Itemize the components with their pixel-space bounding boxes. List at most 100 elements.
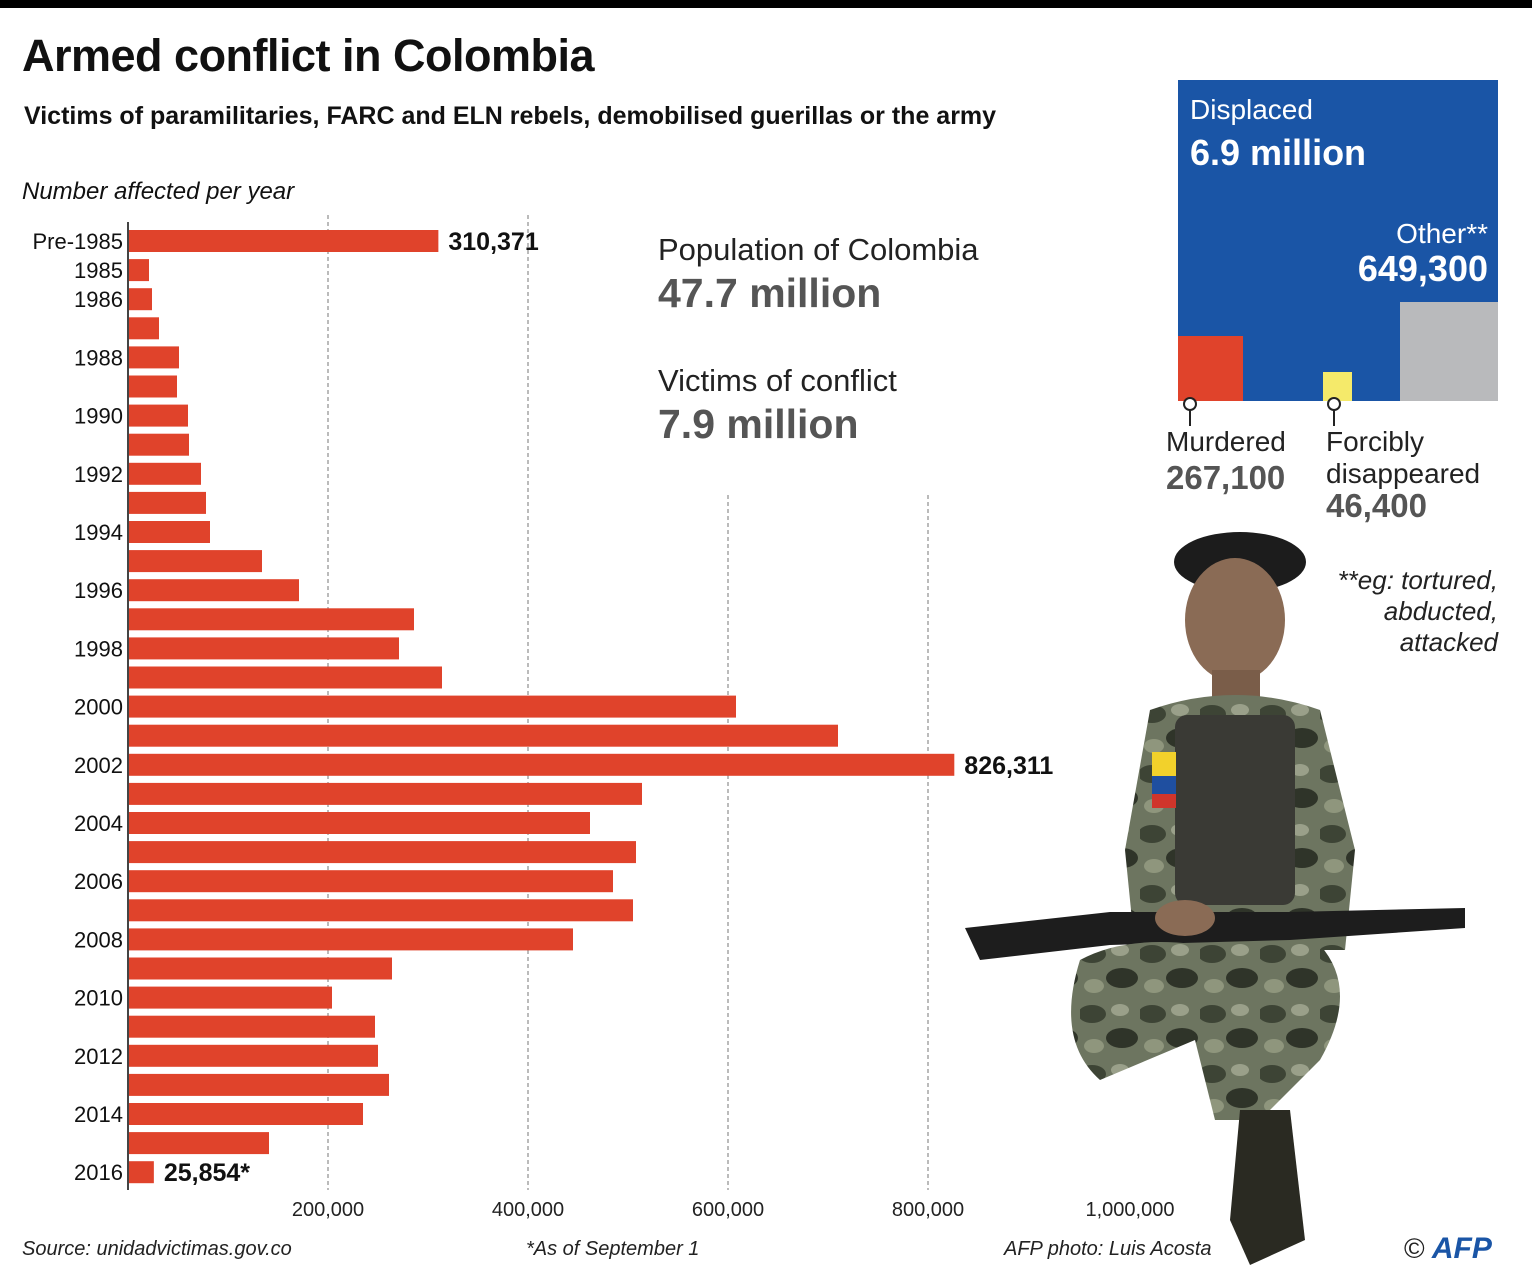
copyright-symbol: ©: [1404, 1233, 1425, 1264]
displaced-label: Displaced: [1190, 94, 1313, 125]
y-tick-label: 2016: [74, 1160, 123, 1185]
y-tick-label: 1990: [74, 404, 123, 429]
victims-value: 7.9 million: [658, 401, 859, 447]
disappeared-label-2: disappeared: [1326, 458, 1481, 489]
y-tick-label: 1998: [74, 636, 123, 661]
bar: [128, 579, 299, 602]
bar: [128, 608, 414, 631]
y-tick-label: 1996: [74, 578, 123, 603]
bar: [128, 1161, 154, 1184]
bar: [128, 986, 332, 1009]
bar: [128, 637, 399, 660]
x-tick-label: 1,000,000: [1086, 1199, 1175, 1221]
x-tick-label: 800,000: [892, 1199, 964, 1221]
bar: [128, 375, 177, 398]
source-text: Source: unidadvictimas.gov.co: [22, 1238, 292, 1260]
bar: [128, 259, 149, 282]
disappeared-value: 46,400: [1326, 487, 1427, 524]
y-tick-label: 2006: [74, 869, 123, 894]
displaced-value: 6.9 million: [1190, 132, 1367, 173]
footnote-line-2: abducted,: [1383, 596, 1498, 626]
page-subtitle: Victims of paramilitaries, FARC and ELN …: [24, 102, 997, 130]
bar: [128, 782, 642, 805]
bar: [128, 724, 838, 747]
photo-credit: AFP photo: Luis Acosta: [1004, 1238, 1212, 1260]
y-tick-label: 1994: [74, 520, 123, 545]
victims-block: Victims of conflict 7.9 million: [658, 363, 897, 448]
y-tick-label: 1992: [74, 462, 123, 487]
bar: [128, 230, 439, 252]
murdered-callout: Murdered 267,100: [1166, 426, 1286, 494]
disappeared-block: [1323, 372, 1352, 401]
x-tick-label: 200,000: [292, 1199, 364, 1221]
y-tick-label: Pre-1985: [32, 229, 123, 254]
murdered-value: 267,100: [1166, 459, 1286, 496]
y-tick-label: 2002: [74, 753, 123, 778]
bar: [128, 695, 736, 718]
victims-label: Victims of conflict: [658, 363, 897, 398]
disappeared-callout: Forcibly disappeared 46,400: [1326, 426, 1480, 522]
y-tick-label: 1985: [74, 258, 123, 283]
bar: [128, 870, 613, 893]
bar: [128, 433, 189, 456]
callout-pointers: [1183, 397, 1341, 426]
y-tick-label: 2000: [74, 695, 123, 720]
x-tick-label: 400,000: [492, 1199, 564, 1221]
page-title: Armed conflict in Colombia: [22, 30, 595, 81]
other-value: 649,300: [1357, 248, 1488, 289]
bar: [128, 1015, 375, 1038]
bar: [128, 550, 262, 573]
y-tick-label: 2012: [74, 1044, 123, 1069]
bar: [128, 957, 392, 980]
as-of-note: *As of September 1: [526, 1238, 700, 1260]
disappeared-pointer-icon: [1327, 397, 1341, 411]
bar: [128, 317, 159, 340]
bar: [128, 491, 206, 514]
data-label: 25,854*: [164, 1159, 250, 1187]
y-tick-label: 2008: [74, 927, 123, 952]
soldier-photo: [965, 532, 1465, 1265]
bar: [128, 812, 590, 834]
y-tick-label: 2004: [74, 811, 123, 836]
y-tick-label: 2010: [74, 986, 123, 1011]
population-block: Population of Colombia 47.7 million: [658, 232, 979, 317]
x-tick-label: 600,000: [692, 1199, 764, 1221]
bar: [128, 753, 955, 776]
bar: [128, 521, 210, 543]
afp-logo: © AFP: [1404, 1232, 1492, 1266]
murdered-pointer-icon: [1183, 397, 1197, 411]
murdered-block: [1178, 336, 1243, 401]
other-footnote: **eg: tortured, abducted, attacked: [1290, 565, 1498, 658]
murdered-label: Murdered: [1166, 426, 1286, 457]
chart-axis-note: Number affected per year: [22, 178, 295, 205]
bar: [128, 1044, 378, 1067]
bar: [128, 1103, 363, 1125]
bar: [128, 346, 179, 369]
data-label: 310,371: [448, 228, 538, 256]
footnote-line-1: **eg: tortured,: [1337, 565, 1498, 595]
top-rule: [0, 0, 1532, 8]
bar: [128, 928, 573, 951]
other-block: [1400, 302, 1498, 401]
disappeared-label-1: Forcibly: [1326, 426, 1425, 457]
bar: [128, 1132, 269, 1155]
afp-logo-text: AFP: [1431, 1232, 1492, 1265]
y-tick-label: 2014: [74, 1102, 123, 1127]
y-tick-label: 1988: [74, 345, 123, 370]
population-label: Population of Colombia: [658, 232, 979, 267]
y-tick-label: 1986: [74, 287, 123, 312]
bar: [128, 1073, 389, 1096]
population-value: 47.7 million: [658, 270, 882, 316]
data-label: 826,311: [964, 752, 1053, 780]
victim-breakdown-treemap: Displaced 6.9 million Other** 649,300: [1178, 80, 1498, 401]
rifle-icon: [965, 908, 1465, 960]
bar: [128, 899, 633, 922]
bar: [128, 404, 188, 427]
bar: [128, 666, 442, 689]
bar: [128, 462, 201, 485]
bar: [128, 841, 636, 864]
other-label: Other**: [1396, 218, 1488, 249]
bar: [128, 288, 152, 311]
footnote-line-3: attacked: [1399, 627, 1498, 657]
